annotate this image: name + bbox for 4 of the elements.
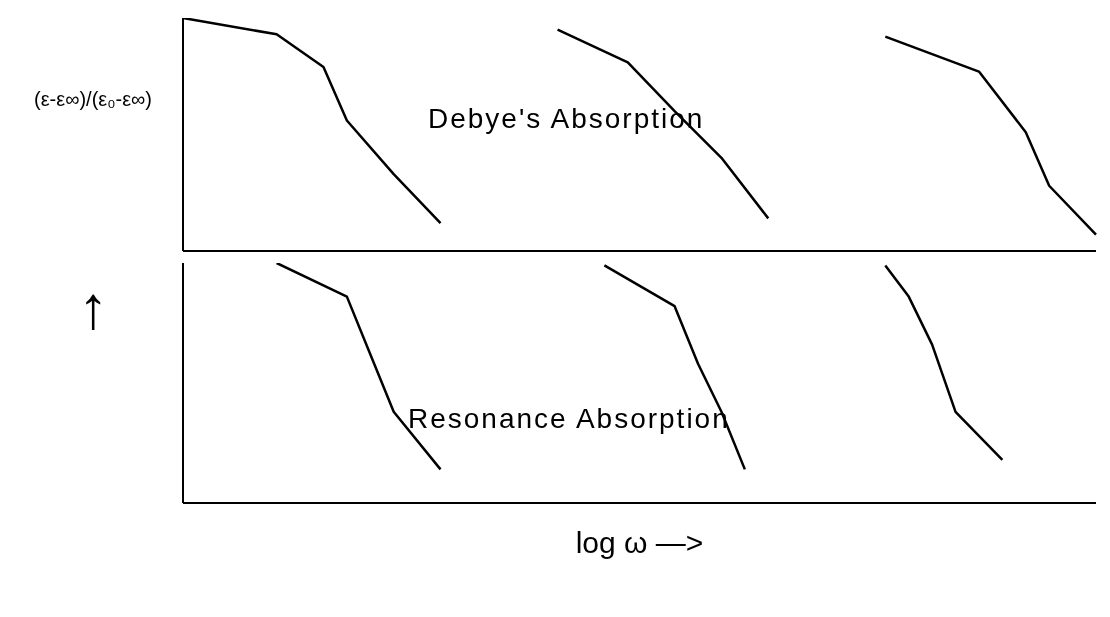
- y-axis-title: ↑: [77, 273, 109, 342]
- annotation: Resonance Absorption: [408, 403, 730, 435]
- x-axis-title: log ω —>: [575, 526, 704, 559]
- y-axis-title: (ε-ε∞)/(ε₀-ε∞): [33, 88, 153, 111]
